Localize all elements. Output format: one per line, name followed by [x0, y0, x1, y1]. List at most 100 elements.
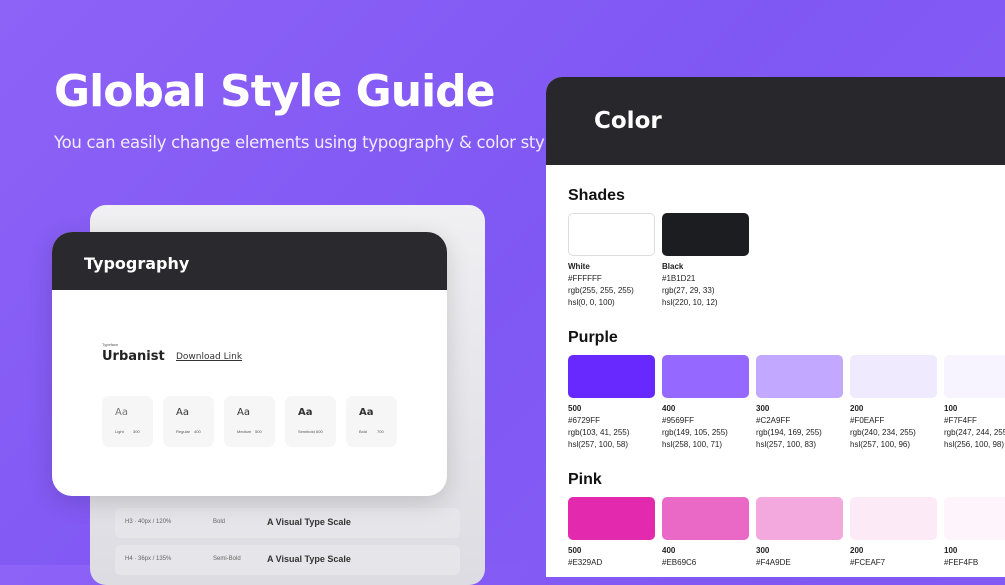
swatch-name: 100 — [944, 404, 958, 413]
weight-value: 400 — [194, 429, 201, 434]
shades-swatch-white[interactable] — [568, 213, 655, 256]
swatch-hex: #EB69C6 — [662, 558, 697, 567]
weight-name: Medium — [237, 429, 252, 434]
weight-value: 500 — [255, 429, 262, 434]
swatch-hex: #FFFFFF — [568, 274, 602, 283]
swatch-label: Black #1B1D21 rgb(27, 29, 33) hsl(220, 10, … — [662, 261, 718, 309]
swatch-label: 300 #F4A9DE — [756, 545, 791, 569]
weight-name: Semibold — [298, 429, 315, 434]
swatch-hex: #C2A9FF — [756, 416, 791, 425]
scale-weight: Semi-Bold — [213, 556, 241, 562]
pink-swatch-100[interactable] — [944, 497, 1005, 540]
typeface-name: Urbanist — [102, 349, 165, 364]
swatch-rgb: rgb(255, 255, 255) — [568, 286, 634, 295]
weight-name: Regular — [176, 429, 191, 434]
scale-sample: A Visual Type Scale — [267, 517, 351, 527]
purple-swatch-100[interactable] — [944, 355, 1005, 398]
font-weight-sample: Aa Bold 700 — [346, 396, 397, 447]
type-scale-row: H3 · 40px / 120% Bold A Visual Type Scal… — [115, 508, 460, 538]
swatch-name: 100 — [944, 546, 958, 555]
weight-aa: Aa — [115, 407, 128, 418]
purple-swatch-500[interactable] — [568, 355, 655, 398]
swatch-hsl: hsl(257, 100, 83) — [756, 440, 817, 449]
swatch-rgb: rgb(103, 41, 255) — [568, 428, 630, 437]
scale-weight: Bold — [213, 519, 226, 525]
swatch-name: Black — [662, 262, 684, 271]
weight-value: 300 — [133, 429, 140, 434]
swatch-label: 300 #C2A9FF rgb(194, 169, 255) hsl(257, 100… — [756, 403, 822, 451]
swatch-rgb: rgb(247, 244, 255) — [944, 428, 1005, 437]
weight-value: 700 — [377, 429, 384, 434]
download-link[interactable]: Download Link — [176, 352, 243, 362]
swatch-name: 300 — [756, 546, 770, 555]
hero-subtitle: You can easily change elements using typ… — [54, 133, 567, 152]
shades-title: Shades — [568, 187, 625, 204]
typography-card: Typography Typeface Urbanist Download Li… — [52, 232, 447, 496]
purple-swatch-400[interactable] — [662, 355, 749, 398]
pink-swatch-300[interactable] — [756, 497, 843, 540]
swatch-label: 200 #F0EAFF rgb(240, 234, 255) hsl(257, 100… — [850, 403, 916, 451]
swatch-label: White #FFFFFF rgb(255, 255, 255) hsl(0, 0, … — [568, 261, 634, 309]
swatch-hex: #FCEAF7 — [850, 558, 886, 567]
purple-title: Purple — [568, 329, 618, 346]
swatch-hex: #1B1D21 — [662, 274, 696, 283]
color-panel: Color Shades Purple Pink White #FFFFFF rgb… — [546, 77, 1005, 577]
pink-swatch-400[interactable] — [662, 497, 749, 540]
swatch-rgb: rgb(149, 105, 255) — [662, 428, 728, 437]
weight-aa: Aa — [176, 407, 189, 418]
swatch-hsl: hsl(257, 100, 58) — [568, 440, 629, 449]
weight-name: Light — [115, 429, 124, 434]
pink-swatch-500[interactable] — [568, 497, 655, 540]
swatch-label: 400 #9569FF rgb(149, 105, 255) hsl(258, 100… — [662, 403, 728, 451]
weight-aa: Aa — [237, 407, 250, 418]
swatch-hex: #6729FF — [568, 416, 601, 425]
scale-spec: H3 · 40px / 120% — [125, 519, 172, 525]
swatch-name: 200 — [850, 546, 864, 555]
swatch-rgb: rgb(240, 234, 255) — [850, 428, 916, 437]
swatch-name: 500 — [568, 546, 582, 555]
swatch-name: White — [568, 262, 590, 271]
pink-title: Pink — [568, 471, 602, 488]
swatch-hex: #9569FF — [662, 416, 695, 425]
swatch-hsl: hsl(0, 0, 100) — [568, 298, 615, 307]
swatch-label: 500 #6729FF rgb(103, 41, 255) hsl(257, 100,… — [568, 403, 629, 451]
scale-spec: H4 · 36px / 135% — [125, 556, 172, 562]
swatch-name: 200 — [850, 404, 864, 413]
font-weight-sample: Aa Regular 400 — [163, 396, 214, 447]
typeface-label: Typeface — [102, 342, 119, 347]
font-weight-sample: Aa Medium 500 — [224, 396, 275, 447]
typography-header: Typography — [52, 232, 447, 290]
type-scale-row: H4 · 36px / 135% Semi-Bold A Visual Type… — [115, 545, 460, 575]
swatch-rgb: rgb(27, 29, 33) — [662, 286, 715, 295]
purple-swatch-300[interactable] — [756, 355, 843, 398]
swatch-label: 400 #EB69C6 — [662, 545, 696, 569]
swatch-label: 500 #E329AD — [568, 545, 602, 569]
swatch-name: 400 — [662, 546, 676, 555]
swatch-rgb: rgb(194, 169, 255) — [756, 428, 822, 437]
color-header: Color — [546, 77, 1005, 165]
shades-swatch-black[interactable] — [662, 213, 749, 256]
swatch-name: 400 — [662, 404, 676, 413]
swatch-hex: #FEF4FB — [944, 558, 979, 567]
swatch-hex: #F0EAFF — [850, 416, 885, 425]
font-weight-sample: Aa Semibold 600 — [285, 396, 336, 447]
swatch-hex: #E329AD — [568, 558, 603, 567]
swatch-hsl: hsl(256, 100, 98) — [944, 440, 1005, 449]
hero-title: Global Style Guide — [54, 66, 496, 117]
swatch-hsl: hsl(257, 100, 96) — [850, 440, 911, 449]
weight-aa: Aa — [359, 407, 374, 418]
swatch-hex: #F4A9DE — [756, 558, 791, 567]
swatch-label: 200 #FCEAF7 — [850, 545, 885, 569]
swatch-hsl: hsl(258, 100, 71) — [662, 440, 723, 449]
weight-value: 600 — [316, 429, 323, 434]
purple-swatch-200[interactable] — [850, 355, 937, 398]
swatch-label: 100 #F7F4FF rgb(247, 244, 255) hsl(256, 100… — [944, 403, 1005, 451]
swatch-hex: #F7F4FF — [944, 416, 977, 425]
weight-name: Bold — [359, 429, 368, 434]
pink-swatch-200[interactable] — [850, 497, 937, 540]
weight-aa: Aa — [298, 407, 313, 418]
scale-sample: A Visual Type Scale — [267, 554, 351, 564]
swatch-label: 100 #FEF4FB — [944, 545, 978, 569]
swatch-name: 500 — [568, 404, 582, 413]
swatch-hsl: hsl(220, 10, 12) — [662, 298, 718, 307]
